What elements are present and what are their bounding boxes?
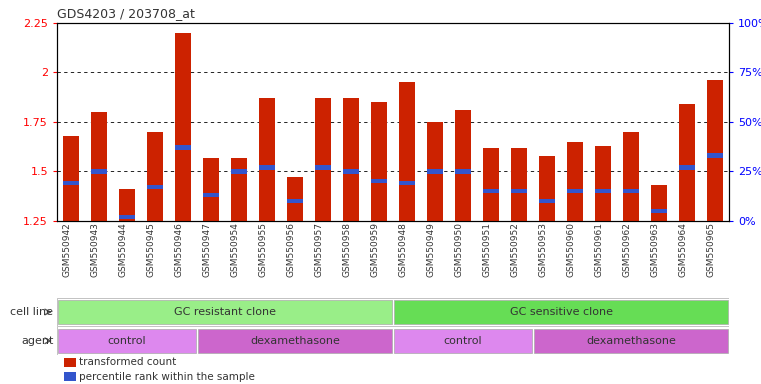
Text: GSM550965: GSM550965 — [706, 222, 715, 277]
Bar — [64, 372, 76, 381]
Text: dexamethasone: dexamethasone — [586, 336, 676, 346]
Bar — [427, 169, 443, 174]
Text: GC sensitive clone: GC sensitive clone — [510, 307, 613, 317]
Bar — [91, 112, 107, 221]
Bar — [427, 122, 444, 221]
Text: GSM550962: GSM550962 — [622, 222, 631, 277]
Bar — [483, 189, 499, 193]
Bar — [622, 132, 639, 221]
Bar — [539, 156, 556, 221]
Bar — [91, 169, 107, 174]
Text: transformed count: transformed count — [78, 358, 176, 367]
Bar — [454, 110, 472, 221]
Text: control: control — [444, 336, 482, 346]
Text: GSM550964: GSM550964 — [678, 222, 687, 277]
Bar — [175, 146, 191, 150]
Bar — [455, 169, 471, 174]
Bar — [623, 189, 639, 193]
Bar — [59, 329, 196, 353]
Bar — [231, 169, 247, 174]
Bar — [594, 146, 611, 221]
Text: GSM550954: GSM550954 — [230, 222, 239, 277]
Text: GSM550950: GSM550950 — [454, 222, 463, 277]
Text: GSM550956: GSM550956 — [286, 222, 295, 277]
Bar — [314, 98, 332, 221]
Bar — [371, 102, 387, 221]
Text: GSM550946: GSM550946 — [174, 222, 183, 277]
Bar — [511, 147, 527, 221]
Bar — [202, 157, 219, 221]
Bar — [394, 329, 532, 353]
Text: GSM550963: GSM550963 — [650, 222, 659, 277]
Bar — [199, 329, 392, 353]
Bar — [119, 189, 135, 221]
Bar — [679, 104, 696, 221]
Text: GSM550958: GSM550958 — [342, 222, 351, 277]
Bar — [287, 199, 303, 203]
Text: GSM550961: GSM550961 — [594, 222, 603, 277]
Text: GSM550948: GSM550948 — [398, 222, 407, 277]
Bar — [343, 169, 359, 174]
Bar — [371, 179, 387, 184]
Bar — [175, 33, 192, 221]
Bar — [287, 177, 304, 221]
Bar — [394, 300, 728, 324]
Text: percentile rank within the sample: percentile rank within the sample — [78, 372, 254, 382]
Bar — [595, 189, 611, 193]
Bar — [315, 165, 331, 170]
Bar — [567, 142, 584, 221]
Bar — [679, 165, 695, 170]
Bar — [482, 147, 499, 221]
Text: GSM550959: GSM550959 — [370, 222, 379, 277]
Bar — [399, 83, 416, 221]
Text: GC resistant clone: GC resistant clone — [174, 307, 276, 317]
Text: GDS4203 / 203708_at: GDS4203 / 203708_at — [57, 7, 195, 20]
Text: GSM550953: GSM550953 — [538, 222, 547, 277]
Text: GSM550947: GSM550947 — [202, 222, 211, 277]
Bar — [707, 80, 724, 221]
Bar — [63, 181, 79, 185]
Bar — [399, 181, 415, 185]
Bar — [259, 165, 275, 170]
Text: GSM550957: GSM550957 — [314, 222, 323, 277]
Text: agent: agent — [21, 336, 53, 346]
Bar — [539, 199, 555, 203]
Bar — [119, 215, 135, 219]
Bar — [231, 157, 247, 221]
Bar — [259, 98, 275, 221]
Text: GSM550949: GSM550949 — [426, 222, 435, 277]
Bar — [567, 189, 583, 193]
Text: GSM550944: GSM550944 — [118, 222, 127, 277]
Text: cell line: cell line — [10, 307, 53, 317]
Text: GSM550943: GSM550943 — [90, 222, 99, 277]
Bar — [147, 132, 164, 221]
Bar — [64, 358, 76, 367]
Bar — [651, 185, 667, 221]
Text: dexamethasone: dexamethasone — [250, 336, 340, 346]
Bar — [651, 209, 667, 213]
Text: GSM550942: GSM550942 — [62, 222, 71, 277]
Text: control: control — [108, 336, 146, 346]
Text: GSM550951: GSM550951 — [482, 222, 491, 277]
Text: GSM550960: GSM550960 — [566, 222, 575, 277]
Bar — [62, 136, 79, 221]
Bar — [511, 189, 527, 193]
Text: GSM550955: GSM550955 — [258, 222, 267, 277]
Text: GSM550952: GSM550952 — [510, 222, 519, 277]
Text: GSM550945: GSM550945 — [146, 222, 155, 277]
Bar — [534, 329, 728, 353]
Bar — [342, 98, 359, 221]
Bar — [707, 153, 723, 158]
Bar — [59, 300, 392, 324]
Bar — [147, 185, 163, 189]
Bar — [203, 193, 219, 197]
